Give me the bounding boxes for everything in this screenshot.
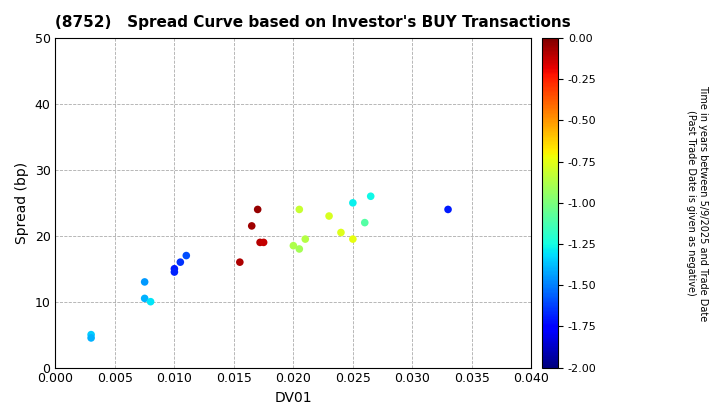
Point	[252, 206, 264, 213]
Point	[246, 223, 258, 229]
Point	[139, 278, 150, 285]
Point	[86, 331, 97, 338]
Point	[254, 239, 266, 246]
Point	[365, 193, 377, 199]
Y-axis label: Time in years between 5/9/2025 and Trade Date
(Past Trade Date is given as negat: Time in years between 5/9/2025 and Trade…	[686, 85, 708, 321]
Point	[300, 236, 311, 242]
Y-axis label: Spread (bp): Spread (bp)	[15, 162, 29, 244]
Point	[294, 246, 305, 252]
Point	[174, 259, 186, 265]
Point	[359, 219, 371, 226]
Point	[168, 265, 180, 272]
Point	[347, 236, 359, 242]
Point	[234, 259, 246, 265]
Point	[442, 206, 454, 213]
Text: (8752)   Spread Curve based on Investor's BUY Transactions: (8752) Spread Curve based on Investor's …	[55, 15, 571, 30]
Point	[139, 295, 150, 302]
Point	[181, 252, 192, 259]
Point	[336, 229, 347, 236]
Point	[347, 200, 359, 206]
Point	[86, 335, 97, 341]
Point	[323, 213, 335, 219]
X-axis label: DV01: DV01	[274, 391, 312, 405]
Point	[168, 269, 180, 276]
Point	[294, 206, 305, 213]
Point	[287, 242, 299, 249]
Point	[145, 298, 156, 305]
Point	[258, 239, 269, 246]
